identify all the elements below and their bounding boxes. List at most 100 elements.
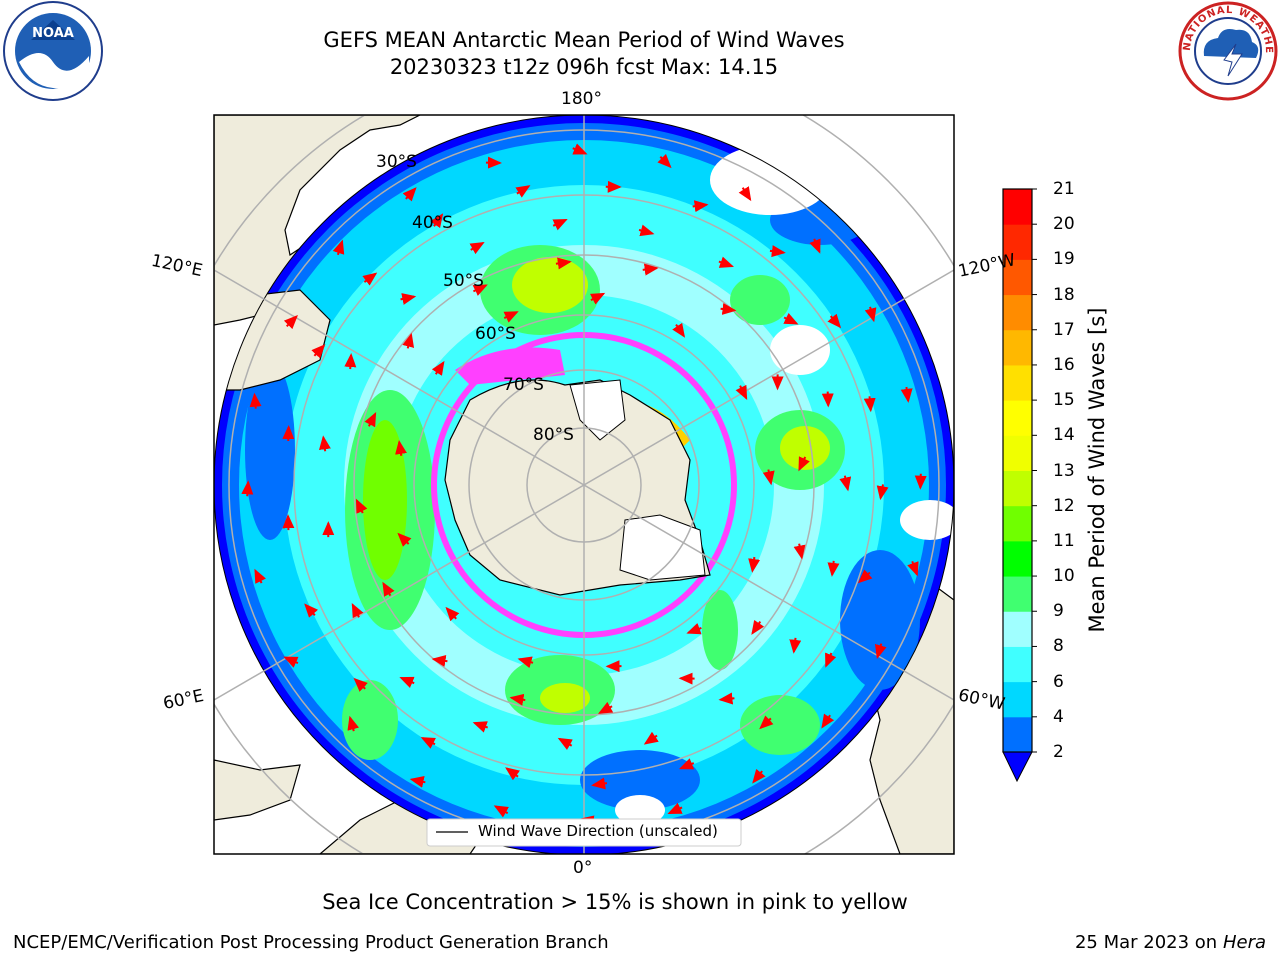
footer-date-text: 25 Mar 2023 on [1074, 932, 1218, 953]
wave-direction-arrow [509, 693, 526, 706]
wave-direction-arrow [241, 480, 254, 497]
wave-direction-arrow [825, 652, 837, 668]
wave-direction-arrow [718, 256, 734, 268]
wave-direction-arrow [857, 569, 873, 584]
wave-direction-arrow [332, 239, 345, 256]
sea-ice-note: Sea Ice Concentration > 15% is shown in … [322, 890, 908, 914]
colorbar-tick-label: 17 [1053, 319, 1075, 340]
wave-direction-arrow [557, 737, 573, 750]
chart-title: GEFS MEAN Antarctic Mean Period of Wind … [323, 28, 845, 52]
wave-direction-arrow [503, 311, 519, 323]
wave-direction-arrow [769, 245, 786, 258]
wave-direction-arrow [720, 303, 737, 315]
wave-direction-arrow [318, 435, 331, 452]
colorbar-segment [1003, 294, 1032, 331]
wave-direction-arrow [395, 440, 407, 456]
lon-label-0: 0° [573, 858, 593, 878]
wave-direction-arrow [672, 322, 686, 338]
colorbar-segment [1003, 435, 1032, 471]
wave-direction-arrow [863, 396, 876, 413]
wave-direction-arrow [344, 353, 357, 370]
lat-label-50s: 50°S [443, 271, 484, 291]
colorbar-tick-label: 2 [1053, 742, 1064, 762]
wave-direction-arrow [353, 677, 368, 692]
colorbar-tick-label: 18 [1053, 284, 1075, 305]
wave-direction-arrow [249, 392, 262, 409]
wave-direction-arrow [793, 543, 806, 560]
wave-direction-arrow [735, 384, 748, 401]
footer-date: 25 Mar 2023 on Hera [1075, 932, 1266, 953]
map-frame [213, 114, 955, 855]
wave-direction-arrow [762, 469, 775, 486]
wave-direction-arrow [420, 737, 436, 749]
wave-direction-arrow [789, 637, 802, 654]
wave-direction-arrow [572, 143, 588, 155]
wave-direction-arrow [472, 284, 488, 296]
wave-direction-arrow [821, 391, 834, 408]
wave-direction-arrow [347, 715, 360, 732]
graticule [214, 115, 954, 854]
wave-direction-arrow [839, 475, 852, 492]
arrow-legend [426, 818, 742, 847]
colorbar-segment [1003, 716, 1032, 753]
wave-direction-arrow [783, 312, 799, 325]
wave-direction-arrow [382, 581, 395, 597]
wave-direction-arrow [748, 556, 761, 573]
colorbar-segment [1003, 646, 1032, 683]
wave-direction-arrow [798, 456, 810, 472]
wave-direction-arrow [402, 187, 417, 202]
noaa-logo: NOAA [3, 1, 103, 101]
colorbar-segment [1003, 224, 1032, 260]
colorbar-segment [1003, 505, 1032, 542]
wave-direction-arrow [402, 332, 415, 349]
colorbar-segment [1003, 189, 1032, 225]
wave-direction-arrow [431, 655, 448, 667]
colorbar-tick-label: 15 [1053, 390, 1075, 411]
wave-direction-arrow [445, 606, 460, 622]
wave-direction-arrow [809, 238, 821, 254]
wave-direction-arrow [311, 344, 326, 359]
wave-direction-arrow [555, 257, 572, 270]
legend-label: Wind Wave Direction (unscaled) [478, 822, 718, 840]
wave-direction-arrow [638, 224, 655, 237]
wave-direction-arrow [752, 768, 766, 784]
wave-direction-arrow [364, 412, 377, 428]
colorbar-segment [1003, 400, 1032, 436]
wave-direction-arrow [827, 560, 840, 577]
wave-direction-arrow [751, 619, 765, 635]
wave-direction-arrow [686, 623, 702, 635]
colorbar-tick-label: 10 [1053, 566, 1075, 587]
wave-direction-arrow [351, 603, 364, 619]
wave-direction-arrow [657, 153, 672, 169]
wave-direction-arrow [515, 185, 531, 198]
lat-label-80s: 80°S [533, 425, 574, 445]
wave-direction-arrow [874, 643, 887, 660]
wind-wave-arrows [241, 143, 927, 828]
wave-direction-arrow [430, 213, 444, 229]
wave-direction-arrow [397, 532, 412, 547]
wave-direction-arrow [692, 200, 709, 213]
colorbar-tick-label: 11 [1053, 530, 1075, 551]
colorbar-segment [1003, 259, 1032, 296]
wave-direction-arrow [469, 241, 485, 255]
colorbar-segment [1003, 329, 1032, 366]
wave-direction-arrow [472, 721, 489, 733]
noaa-logo-text: NOAA [32, 26, 74, 41]
colorbar-tick-label: 20 [1053, 214, 1075, 235]
wave-direction-arrow [355, 498, 368, 514]
wave-direction-arrow [591, 777, 608, 790]
colorbar-tick-label: 19 [1053, 249, 1075, 270]
lat-label-40s: 40°S [412, 213, 453, 233]
nws-logo: NATIONAL WEATHER SERVICE [1176, 0, 1278, 101]
colorbar-tick-label: 6 [1053, 671, 1064, 692]
wave-direction-arrow [907, 560, 919, 577]
colorbar-tick-label: 21 [1053, 179, 1075, 199]
wave-direction-arrow [900, 386, 913, 403]
colorbar-tick-label: 4 [1053, 706, 1064, 727]
wave-direction-arrow [399, 676, 415, 688]
wave-direction-arrow [827, 313, 842, 329]
wave-direction-arrow [718, 692, 735, 705]
colorbar-tick-label: 14 [1053, 425, 1075, 446]
colorbar-segment [1003, 540, 1032, 577]
